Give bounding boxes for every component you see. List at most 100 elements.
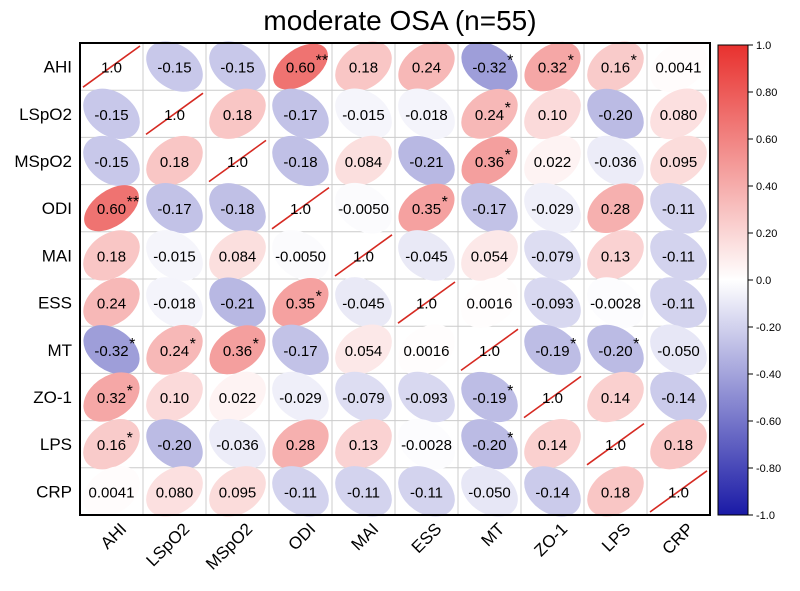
correlation-ellipse bbox=[524, 466, 581, 517]
matrix-cell-LPS-CRP: 0.18 bbox=[650, 419, 707, 470]
data-label: -0.029 bbox=[531, 201, 574, 218]
data-label: 1.0 bbox=[668, 484, 689, 501]
x-tick-label: MAI bbox=[348, 519, 383, 554]
matrix-cell-LSpO2-ZO-1: 0.10 bbox=[524, 88, 581, 140]
matrix-cell-CRP-AHI: 0.0041 bbox=[83, 466, 140, 517]
x-tick-label: MSpO2 bbox=[202, 519, 256, 573]
matrix-cell-CRP-ODI: -0.11 bbox=[272, 466, 329, 517]
matrix-cell-ZO-1-CRP: -0.14 bbox=[650, 371, 707, 423]
matrix-cell-CRP-CRP: 1.0 bbox=[649, 470, 708, 513]
matrix-cell-ZO-1-ESS: -0.093 bbox=[398, 371, 455, 423]
data-label: -0.079 bbox=[342, 390, 385, 407]
correlation-ellipse bbox=[650, 324, 707, 376]
data-label: 0.0016 bbox=[467, 296, 513, 313]
matrix-cell-ZO-1-AHI: 0.32 * bbox=[83, 372, 140, 422]
matrix-cell-LSpO2-LSpO2: 1.0 bbox=[145, 92, 204, 136]
matrix-cell-MSpO2-MSpO2: 1.0 bbox=[208, 139, 267, 183]
data-label: 0.0041 bbox=[656, 60, 702, 77]
data-label: 1.0 bbox=[101, 60, 122, 77]
data-label: -0.0028 bbox=[590, 296, 641, 313]
correlation-ellipse bbox=[524, 182, 581, 234]
matrix-cell-AHI-LSpO2: -0.15 bbox=[146, 41, 203, 92]
correlation-ellipse bbox=[650, 371, 707, 423]
matrix-cell-ESS-ODI: 0.35 * bbox=[272, 278, 329, 328]
matrix-cell-ODI-ODI: 1.0 bbox=[271, 186, 330, 230]
matrix-cell-ZO-1-LSpO2: 0.10 bbox=[146, 371, 203, 423]
data-label: 0.60 bbox=[286, 60, 315, 77]
significance-marker: * bbox=[127, 383, 133, 400]
x-tick-label: ZO-1 bbox=[531, 519, 572, 560]
colorbar-tick-label: -0.60 bbox=[756, 416, 781, 428]
data-label: -0.20 bbox=[598, 343, 632, 360]
matrix-cell-CRP-MSpO2: 0.095 bbox=[209, 466, 266, 517]
correlation-ellipse bbox=[146, 41, 203, 92]
correlation-ellipse bbox=[461, 230, 518, 281]
data-label: 0.24 bbox=[97, 296, 126, 313]
correlation-ellipse bbox=[209, 41, 266, 92]
data-label: -0.015 bbox=[153, 248, 196, 265]
matrix-cell-MT-MSpO2: 0.36 * bbox=[209, 325, 266, 375]
correlation-ellipse bbox=[146, 371, 203, 423]
chart-title: moderate OSA (n=55) bbox=[263, 5, 536, 36]
diagonal-line bbox=[460, 328, 519, 372]
x-tick-label: MT bbox=[478, 519, 509, 550]
data-label: -0.079 bbox=[531, 248, 574, 265]
correlation-ellipse bbox=[524, 324, 581, 375]
data-label: -0.21 bbox=[409, 154, 443, 171]
correlation-ellipse bbox=[335, 41, 392, 92]
correlation-ellipse bbox=[209, 277, 266, 328]
matrix-cell-LPS-LSpO2: -0.20 bbox=[146, 419, 203, 470]
plot-frame bbox=[79, 42, 711, 516]
x-tick-label: LSpO2 bbox=[142, 519, 193, 570]
data-label: 0.095 bbox=[219, 484, 257, 501]
data-label: 0.28 bbox=[601, 201, 630, 218]
matrix-cell-ODI-MSpO2: -0.18 bbox=[209, 183, 266, 234]
matrix-cell-LPS-ODI: 0.28 bbox=[272, 419, 329, 470]
matrix-cell-ESS-CRP: -0.11 bbox=[650, 277, 707, 328]
matrix-cell-ESS-ZO-1: -0.093 bbox=[524, 277, 581, 328]
y-tick-label: MAI bbox=[42, 246, 72, 265]
significance-marker: ** bbox=[316, 53, 328, 70]
correlation-ellipse bbox=[335, 135, 392, 187]
matrix-cell-AHI-AHI: 1.0 bbox=[82, 45, 141, 88]
correlation-ellipse bbox=[398, 324, 455, 376]
correlation-ellipse bbox=[524, 419, 581, 470]
matrix-cell-LPS-MT: -0.20 * bbox=[461, 419, 518, 470]
matrix-cell-MAI-LPS: 0.13 bbox=[587, 230, 644, 281]
matrix-cell-ODI-LPS: 0.28 bbox=[587, 183, 644, 234]
data-label: -0.14 bbox=[535, 484, 569, 501]
significance-marker: * bbox=[253, 336, 259, 353]
correlation-ellipse bbox=[83, 230, 140, 281]
data-label: 0.095 bbox=[660, 154, 698, 171]
matrix-cell-ZO-1-MAI: -0.079 bbox=[335, 371, 392, 423]
correlation-ellipse bbox=[587, 41, 644, 92]
diagonal-line bbox=[334, 234, 393, 277]
correlation-ellipse bbox=[272, 371, 329, 423]
significance-marker: * bbox=[127, 430, 133, 447]
y-tick-label: LSpO2 bbox=[19, 105, 72, 124]
correlation-ellipse bbox=[461, 419, 518, 470]
data-label: 0.32 bbox=[538, 60, 567, 77]
y-tick-label: CRP bbox=[36, 482, 72, 501]
matrix-cell-MSpO2-ZO-1: 0.022 bbox=[524, 135, 581, 187]
correlation-ellipse bbox=[587, 230, 644, 281]
matrix-cell-ESS-LSpO2: -0.018 bbox=[146, 277, 203, 328]
data-label: -0.11 bbox=[662, 296, 695, 313]
matrix-cell-LSpO2-ODI: -0.17 bbox=[272, 88, 329, 139]
correlation-ellipse bbox=[335, 182, 392, 234]
data-label: -0.15 bbox=[94, 107, 128, 124]
diagonal-line bbox=[586, 422, 645, 466]
data-label: 0.10 bbox=[160, 390, 189, 407]
matrix-cell-MT-MT: 1.0 bbox=[460, 328, 519, 372]
data-label: 1.0 bbox=[542, 390, 563, 407]
correlation-ellipse bbox=[524, 41, 581, 92]
matrix-cell-LSpO2-MAI: -0.015 bbox=[335, 88, 392, 140]
correlation-ellipse bbox=[335, 371, 392, 423]
data-label: 0.18 bbox=[97, 248, 126, 265]
correlation-ellipse bbox=[650, 419, 707, 470]
diagonal-line bbox=[82, 45, 141, 88]
matrix-cell-ESS-MAI: -0.045 bbox=[335, 277, 392, 328]
significance-marker: ** bbox=[127, 194, 139, 211]
diagonal-line bbox=[208, 139, 267, 183]
matrix-cell-MSpO2-CRP: 0.095 bbox=[650, 135, 707, 187]
